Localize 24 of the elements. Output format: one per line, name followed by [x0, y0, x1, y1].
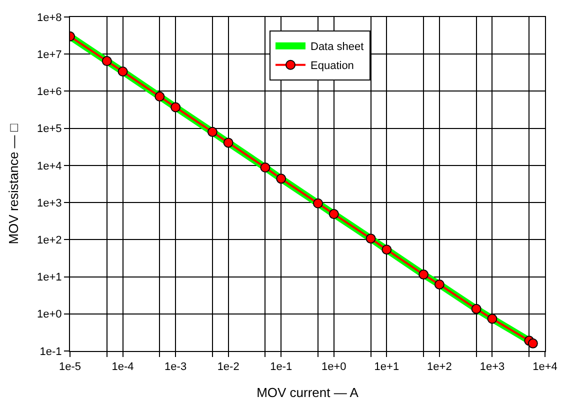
legend-label: Equation — [310, 60, 354, 72]
y-tick-label: 1e+4 — [37, 160, 62, 172]
y-axis-title: MOV resistance — □ — [6, 124, 21, 244]
x-tick-label: 1e-2 — [217, 361, 240, 374]
y-tick-label: 1e+1 — [37, 272, 62, 284]
legend-label: Data sheet — [310, 41, 364, 54]
y-tick-label: 1e-1 — [40, 346, 62, 358]
x-tick-label: 1e+4 — [532, 361, 558, 374]
y-tick-label: 1e+5 — [37, 123, 62, 136]
x-tick-label: 1e+1 — [374, 361, 400, 374]
x-tick-label: 1e+3 — [480, 361, 505, 374]
x-tick-label: 1e+0 — [322, 361, 346, 374]
x-tick-label: 1e-4 — [112, 361, 134, 374]
x-tick-label: 1e-5 — [58, 361, 82, 374]
y-tick-label: 1e+8 — [37, 12, 62, 24]
y-tick-label: 1e+0 — [37, 308, 62, 321]
x-tick-label: 1e-1 — [270, 361, 292, 374]
y-tick-label: 1e+3 — [37, 197, 62, 210]
x-axis-title: MOV current — A — [256, 384, 359, 400]
x-tick-label: 1e-3 — [164, 361, 187, 374]
y-tick-label: 1e+2 — [37, 234, 62, 247]
y-tick-label: 1e+7 — [37, 48, 62, 61]
y-tick-label: 1e+6 — [37, 86, 62, 98]
x-tick-label: 1e+2 — [427, 361, 452, 374]
